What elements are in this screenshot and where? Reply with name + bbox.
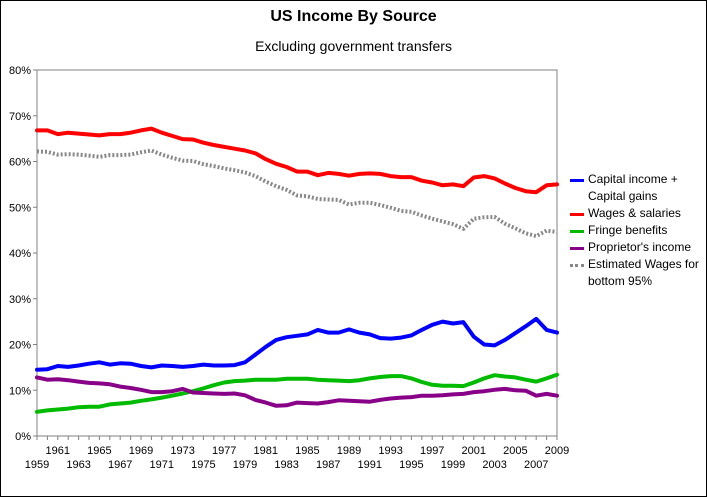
y-tick-label: 40%: [9, 248, 31, 260]
x-tick-label: 2005: [503, 445, 527, 457]
x-tick-label: 1967: [108, 459, 132, 471]
x-tick-label: 2009: [545, 445, 569, 457]
x-tick-label: 2001: [462, 445, 486, 457]
legend-label: Capital income + Capital gains: [588, 172, 678, 203]
x-tick-label: 1973: [170, 445, 194, 457]
series-line-1: [35, 126, 559, 195]
legend-swatch: [570, 179, 584, 182]
y-tick-label: 10%: [9, 385, 31, 397]
legend-item-wages: Wages & salaries: [570, 205, 705, 222]
legend-swatch: [570, 213, 584, 216]
x-tick-label: 1995: [399, 459, 423, 471]
series-line-3: [35, 375, 559, 408]
legend-label: Estimated Wages for bottom 95%: [588, 257, 699, 288]
y-tick-label: 60%: [9, 157, 31, 169]
x-tick-label: 1985: [295, 445, 319, 457]
x-tick-label: 1977: [212, 445, 236, 457]
chart-legend: Capital income + Capital gains Wages & s…: [570, 171, 705, 290]
x-tick-label: 1975: [191, 459, 215, 471]
legend-swatch: [570, 247, 584, 250]
series-line-2: [35, 372, 559, 414]
legend-label: Fringe benefits: [588, 223, 668, 237]
x-tick-label: 1963: [66, 459, 90, 471]
x-tick-label: 1999: [441, 459, 465, 471]
x-tick-label: 1959: [25, 459, 49, 471]
legend-item-fringe-benefits: Fringe benefits: [570, 222, 705, 239]
series-line-4: [36, 148, 558, 239]
legend-item-bottom-95-wages: Estimated Wages for bottom 95%: [570, 256, 705, 290]
x-tick-label: 1961: [46, 445, 70, 457]
x-tick-label: 1989: [337, 445, 361, 457]
chart-subtitle: Excluding government transfers: [255, 38, 452, 54]
x-tick-label: 1991: [358, 459, 382, 471]
x-tick-label: 2003: [482, 459, 506, 471]
y-tick-label: 0%: [15, 431, 31, 443]
series-line-0: [35, 316, 559, 372]
legend-item-capital-income: Capital income + Capital gains: [570, 171, 705, 205]
x-tick-label: 1981: [254, 445, 278, 457]
x-tick-label: 1993: [378, 445, 402, 457]
y-tick-label: 70%: [9, 111, 31, 123]
chart-title: US Income By Source: [270, 8, 437, 25]
legend-label: Proprietor's income: [588, 240, 691, 254]
x-tick-label: 1969: [129, 445, 153, 457]
x-tick-label: 2007: [524, 459, 548, 471]
legend-swatch: [570, 264, 584, 267]
y-tick-label: 30%: [9, 294, 31, 306]
y-tick-label: 50%: [9, 202, 31, 214]
y-tick-label: 80%: [9, 65, 31, 77]
x-tick-label: 1987: [316, 459, 340, 471]
legend-item-proprietors-income: Proprietor's income: [570, 239, 705, 256]
x-tick-label: 1979: [233, 459, 257, 471]
y-tick-label: 20%: [9, 340, 31, 352]
x-tick-label: 1971: [150, 459, 174, 471]
legend-label: Wages & salaries: [588, 206, 681, 220]
legend-swatch: [570, 230, 584, 233]
x-tick-label: 1997: [420, 445, 444, 457]
x-tick-label: 1983: [274, 459, 298, 471]
x-tick-label: 1965: [87, 445, 111, 457]
